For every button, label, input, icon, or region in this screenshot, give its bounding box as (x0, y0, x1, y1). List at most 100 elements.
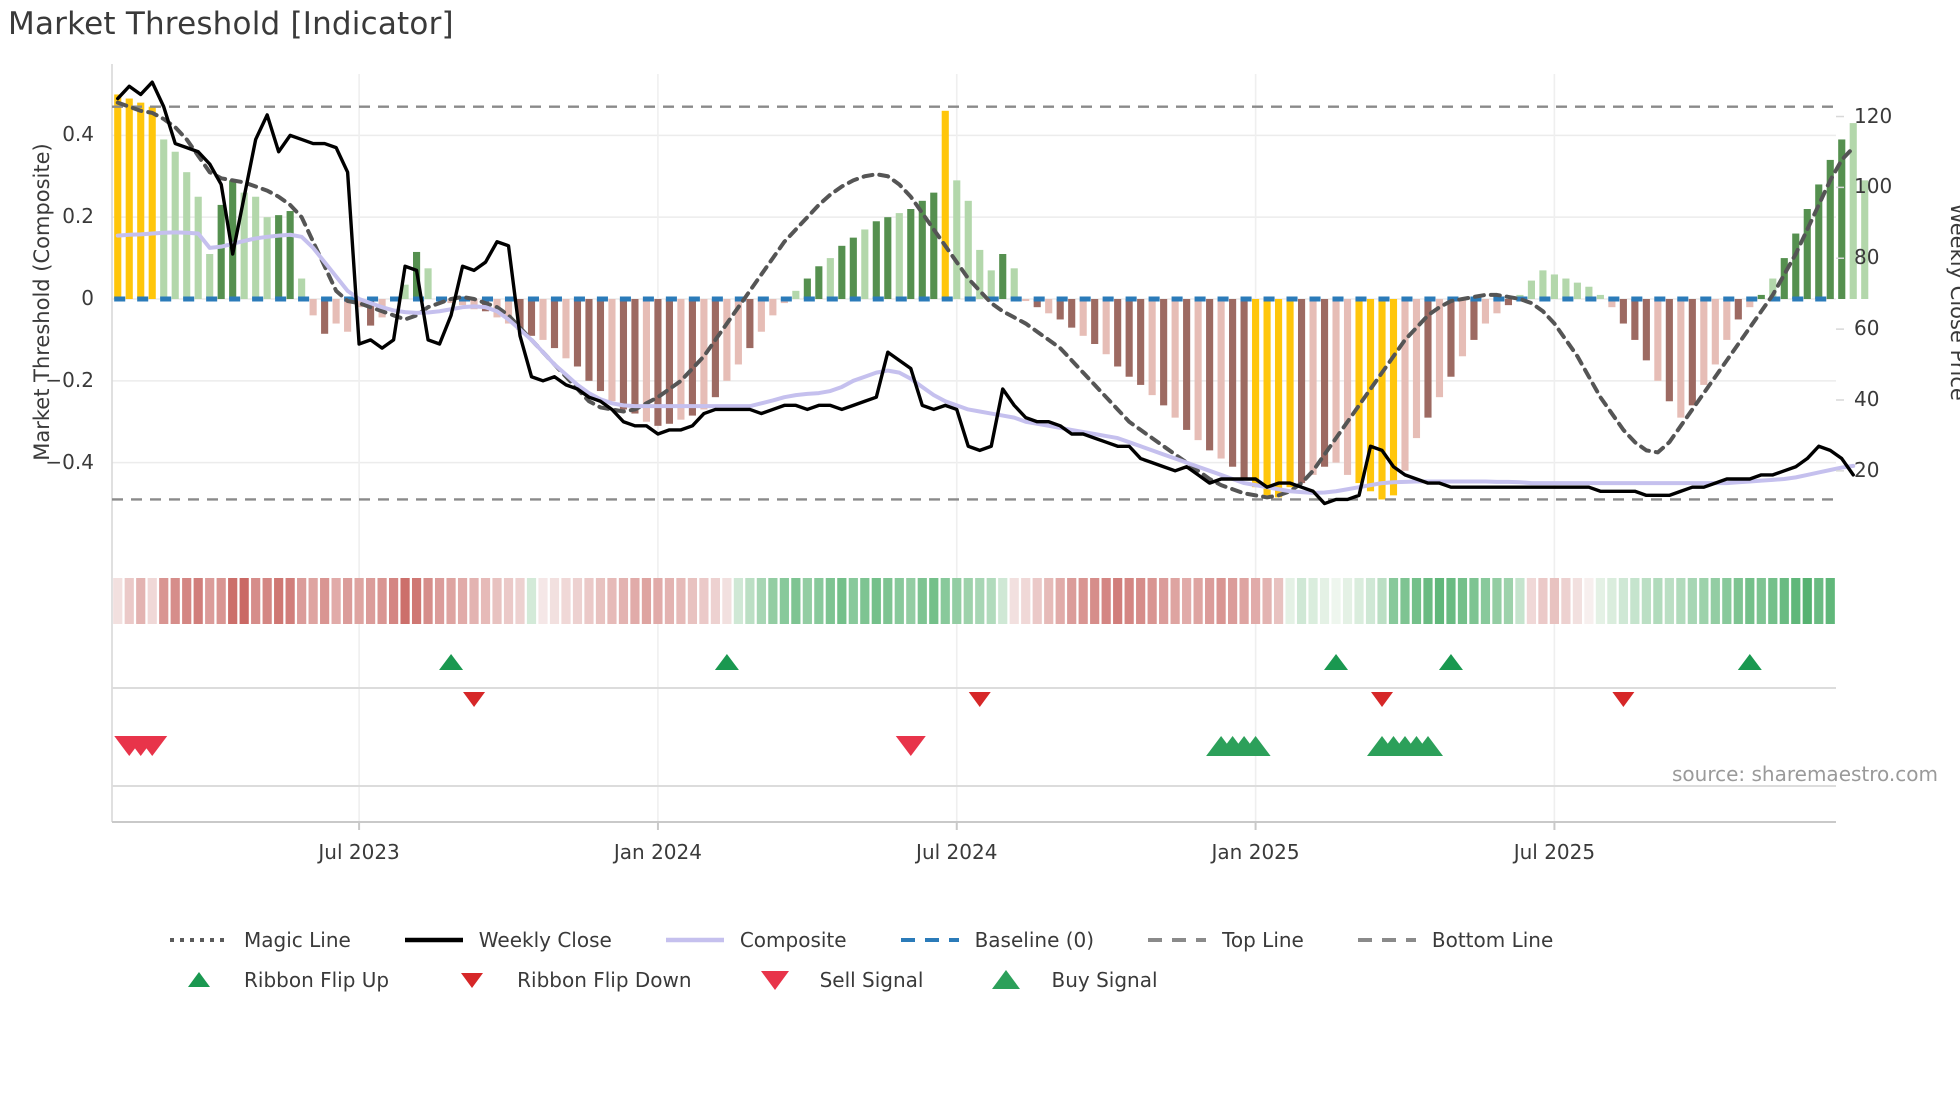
legend-item-ribbon-flip-down[interactable]: Ribbon Flip Down (441, 968, 692, 992)
baseline-dash (734, 296, 746, 302)
histogram-bar (619, 299, 628, 410)
histogram-bar (1700, 299, 1708, 385)
legend-item-buy-signal[interactable]: Buy Signal (975, 968, 1158, 992)
ribbon-cell (159, 578, 169, 624)
baseline-dash (757, 296, 769, 302)
ribbon-cell (1480, 578, 1491, 624)
legend-label: Top Line (1222, 928, 1304, 952)
histogram-bar (286, 211, 294, 299)
baseline-dash (941, 296, 953, 302)
histogram-bar (1091, 299, 1099, 344)
legend-swatch-marker-2 (744, 970, 806, 990)
histogram-bar (941, 110, 949, 300)
ribbon-cell (1457, 578, 1468, 624)
legend-swatch-line-3 (899, 930, 961, 950)
ribbon-cell (366, 578, 376, 624)
ribbon-cell (1388, 578, 1399, 624)
y-axis-right-tick: 100 (1854, 174, 1893, 199)
ribbon-cell (1159, 578, 1169, 624)
x-axis-tick: Jul 2023 (318, 840, 400, 864)
ribbon-cell (791, 578, 801, 624)
ribbon-cell (308, 578, 318, 624)
ribbon-cell (837, 578, 847, 624)
ribbon-flip-up-marker (714, 654, 739, 670)
legend-item-weekly-close[interactable]: Weekly Close (403, 928, 612, 952)
histogram-bar (872, 221, 880, 299)
ribbon-cell (722, 578, 732, 624)
ribbon-cell (1021, 578, 1031, 624)
histogram-bar (1125, 299, 1133, 377)
baseline-dash (206, 296, 218, 302)
legend-item-sell-signal[interactable]: Sell Signal (744, 968, 923, 992)
source-attribution: source: sharemaestro.com (1672, 762, 1938, 786)
y-axis-right-tick: 120 (1854, 103, 1893, 128)
legend-label: Ribbon Flip Up (244, 968, 390, 992)
histogram-bar (424, 268, 432, 299)
histogram-bar (1723, 299, 1731, 340)
histogram-bar (125, 98, 133, 299)
baseline-dash (780, 296, 792, 302)
x-axis-tick: Jan 2024 (613, 840, 702, 864)
histogram-bar (1240, 299, 1248, 479)
ribbon-cell (710, 578, 720, 624)
histogram-bar (1183, 299, 1191, 430)
histogram-bar (976, 249, 984, 299)
ribbon-cell (584, 578, 594, 624)
histogram-bar (688, 299, 696, 416)
ribbon-cell (1745, 578, 1755, 624)
x-axis-tick: Jul 2024 (916, 840, 998, 864)
baseline-dash (504, 296, 517, 302)
histogram-bar (1780, 258, 1788, 299)
histogram-bar (309, 299, 317, 316)
histogram-bar (585, 299, 593, 381)
ribbon-cell (825, 578, 835, 624)
ribbon-cell (274, 578, 284, 624)
ribbon-cell (768, 578, 778, 624)
histogram-bar (1206, 299, 1214, 451)
legend-swatch-line-0 (168, 930, 230, 950)
legend-item-composite[interactable]: Composite (664, 928, 847, 952)
legend-swatch-glyph (760, 971, 789, 990)
legend-item-bottom-line[interactable]: Bottom Line (1356, 928, 1553, 952)
ribbon-cell (469, 578, 479, 624)
histogram-bar (160, 139, 168, 299)
baseline-dash (1056, 296, 1068, 302)
histogram-bar (1769, 278, 1777, 299)
baseline-dash (1286, 296, 1298, 302)
ribbon-cell (1009, 578, 1019, 624)
histogram-bar (1642, 299, 1650, 361)
legend-label: Magic Line (244, 928, 351, 952)
baseline-dash (1493, 296, 1505, 302)
ribbon-cell (1515, 578, 1525, 624)
ribbon-cell (1262, 578, 1272, 624)
ribbon-cell (1561, 578, 1571, 624)
composite-line (115, 230, 1856, 495)
ribbon-flip-up-marker (1737, 654, 1762, 670)
histogram-bar (1596, 294, 1604, 299)
histogram-bar (1447, 299, 1455, 377)
legend-item-baseline-0[interactable]: Baseline (0) (899, 928, 1094, 952)
legend-item-ribbon-flip-up[interactable]: Ribbon Flip Up (168, 968, 389, 992)
baseline-dash (1355, 296, 1367, 302)
sell-signal-marker (895, 736, 926, 756)
histogram-bar (792, 290, 800, 299)
baseline-dash (596, 296, 608, 302)
histogram-bar (757, 299, 765, 332)
histogram-bar (1677, 299, 1685, 418)
ribbon-flip-up-marker (1324, 654, 1349, 670)
baseline-dash (367, 296, 379, 302)
ribbon-cell (618, 578, 629, 624)
y-axis-left-tick: 0.2 (62, 204, 94, 229)
ribbon-cell (124, 578, 134, 624)
baseline-dash (137, 296, 149, 302)
baseline-dash (1102, 296, 1114, 302)
legend-item-magic-line[interactable]: Magic Line (168, 928, 351, 952)
baseline-dash (321, 296, 333, 302)
legend-item-top-line[interactable]: Top Line (1146, 928, 1304, 952)
ribbon-cell (228, 578, 238, 624)
histogram-bar (401, 284, 409, 299)
ribbon-cell (952, 578, 962, 624)
baseline-dash (229, 296, 241, 302)
legend-swatch-marker-1 (441, 970, 503, 990)
ribbon-cell (1342, 578, 1353, 624)
